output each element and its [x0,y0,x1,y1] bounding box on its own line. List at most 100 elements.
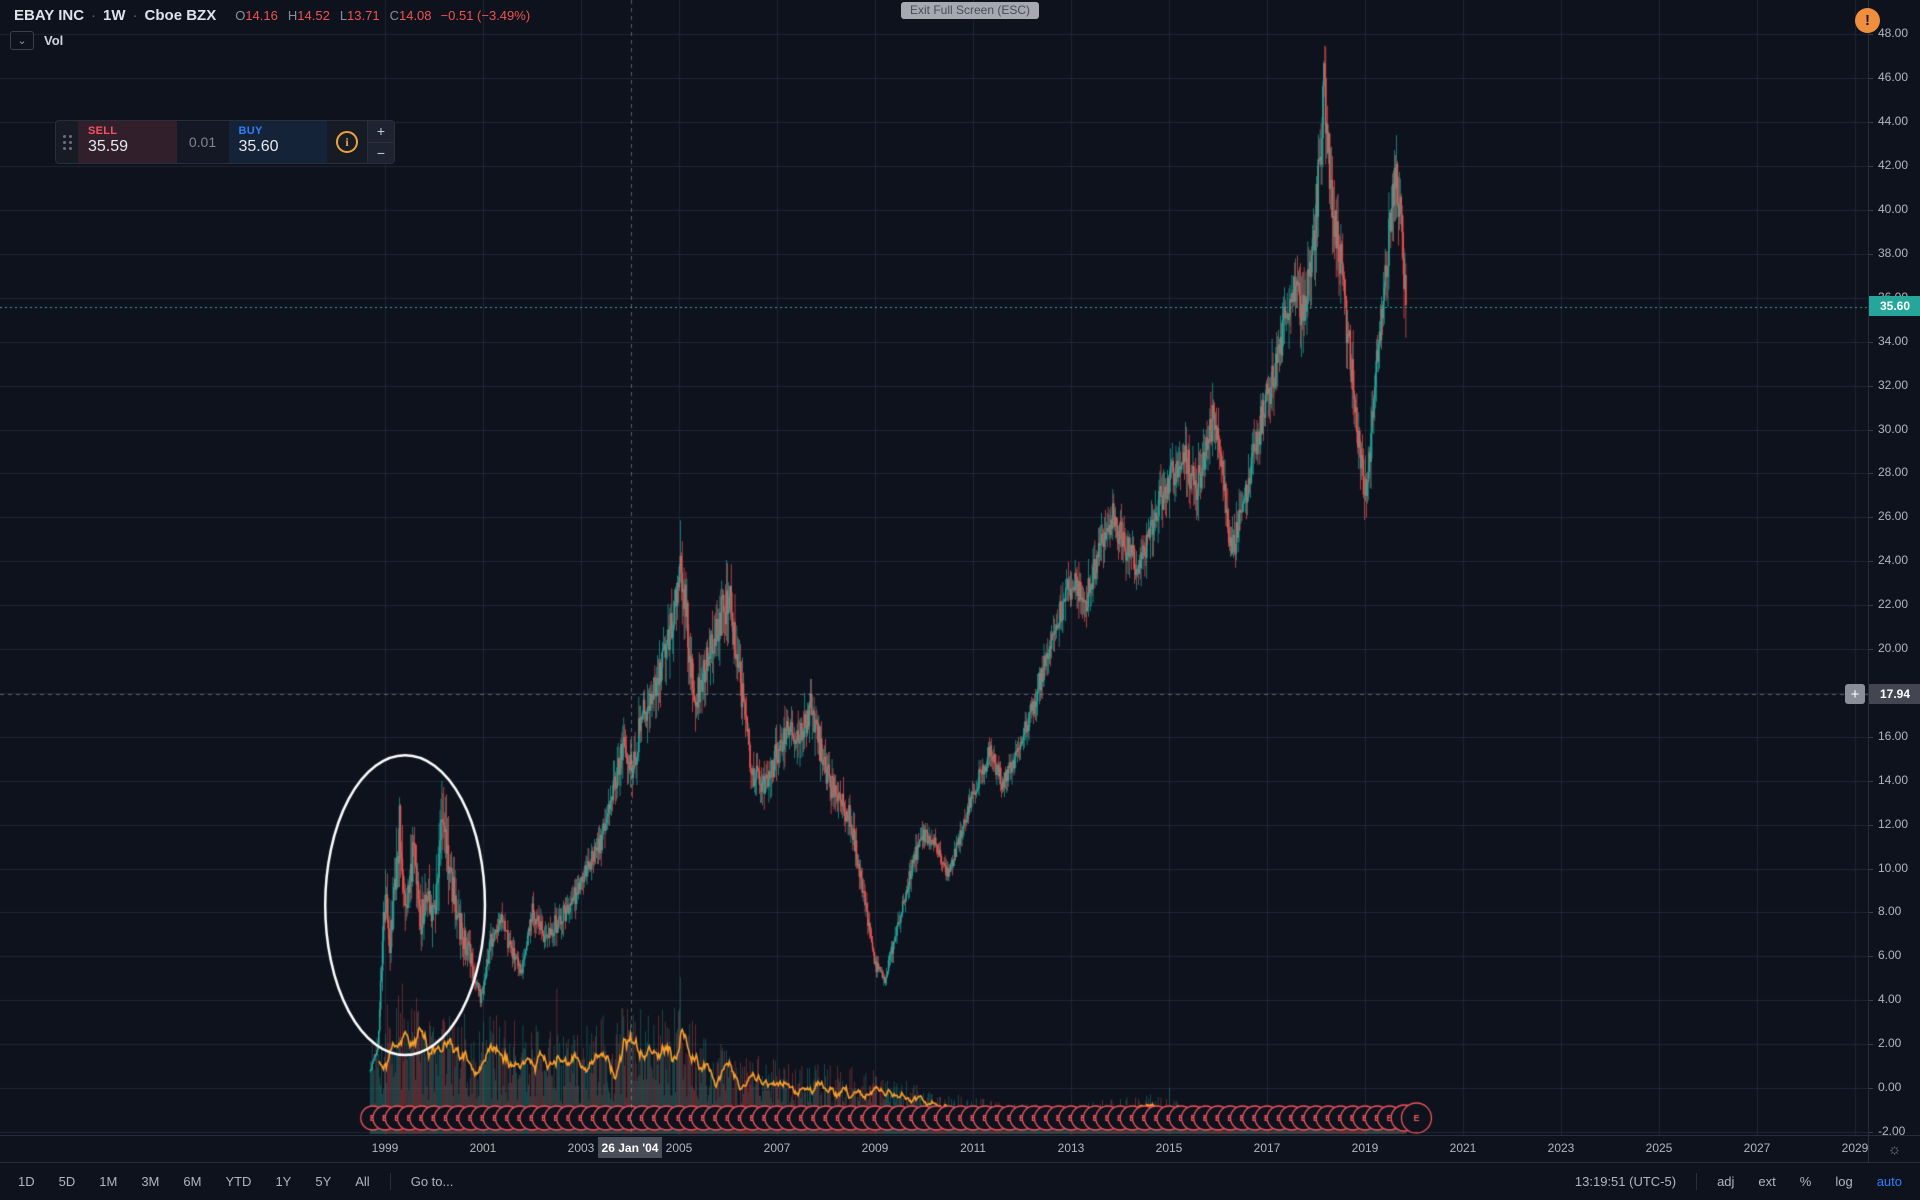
price-tick-mark [1869,78,1873,80]
price-tick-mark [1869,868,1873,870]
percent-scale-toggle[interactable]: % [1799,1174,1812,1189]
price-tick-mark [1869,385,1873,387]
info-icon: i [336,131,358,153]
range-button-5d[interactable]: 5D [58,1174,76,1189]
last-price-label: 35.60 [1869,296,1920,316]
price-tick-label: 38.00 [1878,245,1909,260]
range-button-5y[interactable]: 5Y [315,1174,332,1189]
price-tick-label: 12.00 [1878,816,1909,831]
price-tick-mark [1869,1131,1873,1133]
buy-button[interactable]: BUY 35.60 [228,121,327,163]
price-tick-label: 40.00 [1878,202,1909,216]
year-tick-label: 2025 [1645,1141,1673,1155]
drag-dots-icon [62,134,72,150]
warning-icon[interactable]: ! [1855,8,1880,33]
symbol-name[interactable]: EBAY INC [14,7,85,24]
price-tick-label: 32.00 [1878,377,1909,392]
drag-handle[interactable] [56,121,78,163]
price-tick-mark [1869,1044,1873,1046]
change-value: −0.51 (−3.49%) [440,8,531,23]
buy-price: 35.60 [238,138,279,155]
quantity-stepper: + − [367,121,394,163]
year-tick-label: 1999 [371,1141,399,1155]
price-tick-mark [1869,1000,1873,1002]
price-tick-label: 22.00 [1878,597,1909,612]
order-panel: SELL 35.59 0.01 BUY 35.60 i + − [55,120,395,164]
year-tick-label: 2019 [1351,1141,1379,1155]
price-tick-label: 30.00 [1878,421,1909,436]
year-tick-label: 2017 [1253,1141,1281,1155]
adjust-toggle[interactable]: adj [1717,1174,1735,1189]
price-tick-mark [1869,341,1873,343]
bottom-toolbar: 1D 5D 1M 3M 6M YTD 1Y 5Y All Go to... 13… [0,1162,1920,1200]
goto-button[interactable]: Go to... [410,1174,454,1189]
range-button-1d[interactable]: 1D [18,1174,35,1189]
price-scale-settings-icon[interactable]: ☼ [1868,1135,1920,1162]
chevron-down-icon[interactable]: ⌄ [10,31,34,50]
exchange-label[interactable]: Cboe BZX [144,7,217,24]
clock-label[interactable]: 13:19:51 (UTC-5) [1574,1174,1677,1189]
price-tick-mark [1869,1088,1873,1089]
volume-indicator-label: Vol [44,33,64,48]
price-tick-mark [1869,517,1873,519]
high-label: H [287,8,298,23]
info-button[interactable]: i [327,121,367,163]
year-tick-label: 2013 [1057,1141,1085,1155]
log-scale-toggle[interactable]: log [1835,1174,1853,1189]
range-button-1m[interactable]: 1M [99,1174,118,1189]
chart-canvas[interactable] [0,0,1868,1135]
year-tick-label: 2009 [861,1141,889,1155]
open-value: 14.16 [245,8,278,23]
symbol-legend: EBAY INC · 1W · Cboe BZX O14.16 H14.52 L… [14,7,530,24]
range-button-1y[interactable]: 1Y [275,1174,292,1189]
low-value: 13.71 [347,8,380,23]
sell-price: 35.59 [88,138,129,155]
price-tick-label: 4.00 [1878,992,1902,1007]
crosshair-date-label: 26 Jan '04 [598,1137,662,1158]
legend-separator: · [91,7,97,24]
buy-label: BUY [238,125,263,137]
indicator-row: ⌄ Vol [10,31,63,50]
range-buttons: 1D 5D 1M 3M 6M YTD 1Y 5Y All Go to... [0,1171,457,1192]
price-tick-label: 28.00 [1878,465,1909,480]
price-tick-mark [1869,34,1873,36]
range-button-ytd[interactable]: YTD [225,1174,252,1189]
range-button-6m[interactable]: 6M [183,1174,202,1189]
spread-value: 0.01 [176,121,229,163]
auto-scale-toggle[interactable]: auto [1876,1174,1902,1189]
year-tick-label: 2027 [1743,1141,1771,1155]
price-axis[interactable]: 35.60 + 17.94 48.00 46.00 44.00 42.00 40.00 3… [1845,0,1920,1138]
add-alert-button[interactable]: + [1845,684,1865,704]
price-tick-label: 6.00 [1878,948,1902,963]
price-tick-mark [1869,122,1873,124]
year-tick-label: 2015 [1155,1141,1183,1155]
toolbar-divider [389,1173,391,1190]
range-button-3m[interactable]: 3M [141,1174,160,1189]
time-axis[interactable]: 26 Jan '04 1999 2001 2003 2005 2007 2009 2011 2… [0,1135,1868,1162]
extended-hours-toggle[interactable]: ext [1758,1174,1776,1189]
exit-fullscreen-tooltip: Exit Full Screen (ESC) [901,2,1040,19]
increase-button[interactable]: + [368,121,394,143]
sell-label: SELL [88,125,118,137]
price-tick-label: 44.00 [1878,114,1909,129]
low-label: L [339,8,348,23]
price-tick-mark [1869,473,1873,475]
close-label: C [389,8,399,23]
price-tick-label: 46.00 [1878,70,1909,85]
sell-button[interactable]: SELL 35.59 [78,121,177,163]
price-tick-label: 16.00 [1878,728,1909,743]
close-value: 14.08 [398,8,432,23]
range-button-all[interactable]: All [355,1174,370,1189]
interval-label[interactable]: 1W [103,7,126,24]
decrease-button[interactable]: − [376,144,386,161]
price-tick-mark [1869,166,1873,168]
price-tick-mark [1869,736,1873,738]
ohlc-values: O14.16 H14.52 L13.71 C14.08 [235,8,431,23]
price-tick-label: 14.00 [1878,772,1909,787]
year-tick-label: 2029 [1841,1141,1869,1155]
price-tick-label: 8.00 [1878,904,1902,919]
price-tick-mark [1869,780,1873,782]
scale-options: 13:19:51 (UTC-5) adj ext % log auto [1571,1171,1920,1192]
price-tick-mark [1869,210,1873,211]
year-tick-label: 2001 [469,1141,497,1155]
